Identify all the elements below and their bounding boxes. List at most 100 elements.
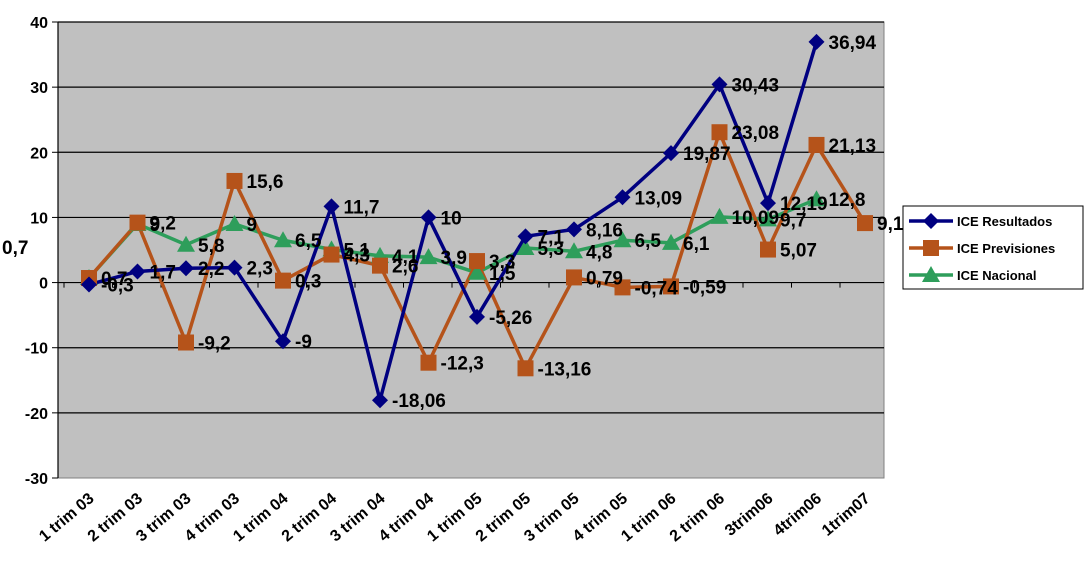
square-marker — [923, 240, 939, 256]
triangle-marker — [274, 231, 292, 248]
data-label: -0,3 — [101, 276, 134, 297]
square-marker — [566, 269, 582, 286]
y-tick-label: 10 — [30, 210, 48, 227]
square-marker — [420, 354, 437, 371]
y-tick-labels: -30 -20 -10 0 10 20 30 40 — [25, 15, 48, 488]
y-tick-label: -10 — [25, 341, 48, 358]
triangle-marker — [613, 231, 632, 248]
triangle-marker — [419, 248, 438, 265]
x-tick-label: 2 trim 06 — [667, 490, 728, 545]
data-label: 2,6 — [392, 257, 418, 278]
data-label: 9,7 — [780, 210, 806, 231]
data-label: 5,8 — [198, 236, 224, 257]
data-label: 6,1 — [683, 234, 710, 255]
data-label: 30,43 — [732, 75, 780, 96]
diamond-marker — [275, 333, 291, 350]
diamond-marker — [711, 76, 728, 93]
data-label: -12,3 — [441, 354, 484, 375]
x-tick-label: 1trim07 — [819, 490, 874, 540]
diamond-marker — [566, 221, 582, 238]
gridlines — [58, 21, 884, 414]
legend: ICE Resultados ICE Previsiones ICE Naciona… — [902, 205, 1084, 290]
square-marker — [129, 214, 146, 231]
data-label: 9 — [150, 215, 161, 236]
data-label: 9 — [247, 215, 258, 236]
diamond-marker — [372, 392, 388, 409]
y-tick-label: -20 — [25, 406, 48, 423]
diamond-marker — [517, 228, 534, 245]
x-tick-label: 4trim06 — [771, 490, 826, 540]
square-marker — [808, 136, 825, 153]
data-label: 6,5 — [295, 231, 322, 252]
square-marker — [517, 360, 534, 377]
series-markers — [80, 33, 873, 409]
diamond-marker — [81, 276, 97, 293]
diamond-marker — [178, 260, 194, 277]
triangle-marker — [807, 190, 826, 207]
data-label: 9,2 — [150, 214, 176, 235]
data-label: 10,09 — [732, 208, 780, 229]
data-label: 0,7 — [101, 269, 127, 290]
data-label: 7,1 — [538, 227, 565, 248]
data-label: -18,06 — [392, 391, 446, 412]
diamond-marker — [663, 145, 679, 162]
square-marker — [323, 246, 340, 263]
triangle-marker — [922, 266, 940, 282]
data-label: -0,59 — [683, 277, 726, 298]
triangle-marker — [662, 233, 680, 250]
data-label: 19,87 — [683, 144, 731, 165]
data-label: 2,3 — [247, 259, 273, 280]
diamond-marker — [226, 259, 243, 276]
data-label: 11,7 — [344, 197, 380, 218]
triangle-marker — [516, 239, 535, 256]
data-label: 3,9 — [441, 248, 467, 269]
data-label: 0,7 — [2, 238, 28, 259]
data-label: 3,3 — [489, 252, 515, 273]
data-label: 1,5 — [489, 264, 516, 285]
x-tick-labels: 1 trim 032 trim 033 trim 034 trim 031 tr… — [36, 490, 873, 545]
data-label: -9 — [295, 332, 312, 353]
legend-label: ICE Resultados — [957, 214, 1052, 229]
triangle-marker — [225, 214, 244, 231]
diamond-marker — [129, 263, 146, 280]
diamond-marker — [469, 308, 485, 325]
data-label: -13,16 — [538, 359, 592, 380]
data-label: 15,6 — [247, 172, 284, 193]
legend-label: ICE Nacional — [957, 268, 1036, 283]
data-label: 1,7 — [150, 262, 176, 283]
data-label: 12,19 — [780, 194, 828, 215]
diamond-marker — [808, 33, 825, 50]
square-marker — [275, 272, 291, 289]
data-label: 8,16 — [586, 220, 623, 241]
diamond-marker — [614, 189, 631, 206]
data-label: 0,3 — [295, 272, 321, 293]
square-marker — [614, 279, 631, 296]
data-label: 5,1 — [344, 240, 371, 261]
diamond-marker — [323, 198, 340, 215]
square-marker — [663, 278, 679, 295]
data-label: 36,94 — [829, 33, 877, 54]
data-label: 12,8 — [829, 190, 866, 211]
y-tick-label: -30 — [25, 471, 48, 488]
data-label: 0,79 — [586, 268, 623, 289]
legend-label: ICE Previsiones — [957, 241, 1055, 256]
data-label: 4,1 — [392, 247, 419, 268]
data-label: 10 — [441, 208, 462, 229]
plot-area — [57, 21, 885, 479]
y-tick-label: 30 — [30, 80, 48, 97]
triangle-marker — [710, 207, 729, 224]
y-tick-label: 0 — [39, 276, 48, 293]
y-tick-label: 40 — [30, 15, 48, 32]
diamond-marker — [923, 213, 939, 229]
data-label: 6,5 — [635, 231, 662, 252]
square-marker — [372, 257, 388, 274]
x-tick-label: 3trim06 — [722, 490, 777, 540]
data-label: -9,2 — [198, 334, 231, 355]
data-label: 4,3 — [344, 246, 370, 267]
square-marker — [178, 334, 194, 351]
y-tick-label: 20 — [30, 145, 48, 162]
triangle-marker — [177, 235, 195, 252]
triangle-marker — [468, 263, 486, 280]
data-label: 5,07 — [780, 241, 817, 262]
